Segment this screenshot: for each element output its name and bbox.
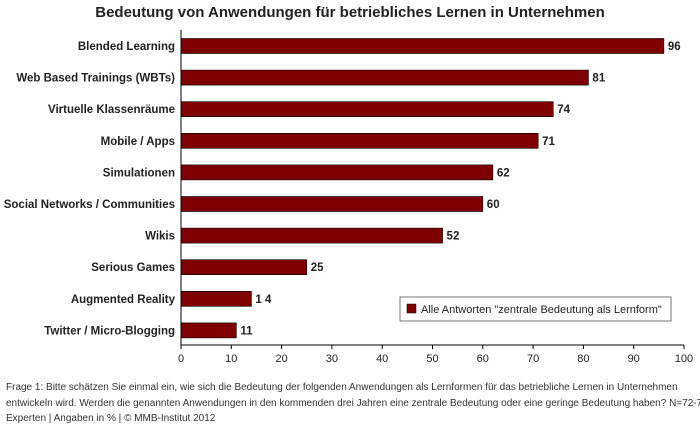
x-tick-label: 90 [628,353,640,365]
value-label: 74 [557,104,570,116]
bar [180,290,252,307]
value-label: 96 [668,41,681,53]
bar [180,322,237,339]
bar [180,101,554,117]
bar [180,164,494,181]
value-label: 25 [311,262,324,274]
x-tick-label: 30 [326,353,338,365]
category-label: Wikis [145,231,175,243]
bar [180,133,539,149]
value-label: 62 [497,167,510,179]
x-tick-label: 10 [225,353,237,365]
x-tick-label: 50 [426,353,438,365]
category-label: Social Networks / Communities [4,199,175,211]
footnote-line: Frage 1: Bitte schätzen Sie einmal ein, … [6,382,678,393]
chart-title: Bedeutung von Anwendungen für betrieblic… [95,4,605,21]
category-label: Blended Learning [78,41,175,53]
legend-box [399,296,672,322]
bar [180,227,443,244]
value-label: 1 4 [255,294,272,306]
bars-group: Blended Learning 96 Web Based Trainings (W… [4,38,681,339]
footnote-line: entwickeln wird. Werden die genannten An… [6,397,700,409]
value-label: 52 [447,231,460,243]
bar-chart: Blended Learning 96 Web Based Trainings (W… [4,30,693,365]
category-label: Virtuelle Klassenräume [48,104,175,116]
value-label: 11 [240,325,253,337]
category-label: Augmented Reality [71,294,176,306]
footnote-line: Experten | Angaben in % | © MMB-Institut… [6,413,216,424]
category-label: Twitter / Micro-Blogging [44,325,175,337]
value-label: 71 [542,136,555,148]
category-label: Simulationen [103,167,175,179]
x-tick-label: 80 [577,353,589,365]
footnote: Frage 1: Bitte schätzen Sie einmal ein, … [6,380,700,427]
bar [180,196,484,212]
legend: Alle Antworten "zentrale Bedeutung als L… [399,296,672,322]
bar [180,69,589,86]
x-tick-label: 40 [376,353,388,365]
legend-swatch [406,303,417,314]
bar [180,38,665,54]
value-label: 60 [487,199,500,211]
category-label: Mobile / Apps [101,136,175,148]
x-tick-label: 20 [275,353,287,365]
category-label: Web Based Trainings (WBTs) [16,73,175,85]
x-tick-label: 70 [527,353,539,365]
category-label: Serious Games [91,262,175,274]
x-tick-label: 60 [477,353,489,365]
legend-label: Alle Antworten "zentrale Bedeutung als L… [421,304,662,316]
x-tick-label: 100 [675,353,693,365]
value-label: 81 [592,73,605,85]
bar [180,259,308,276]
x-axis: 0 10 20 30 40 50 60 70 80 90 100 [178,30,693,365]
x-tick-label: 0 [178,353,184,365]
